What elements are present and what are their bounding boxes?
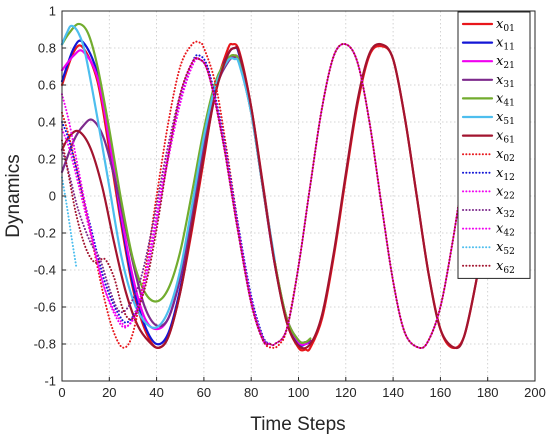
x-tick-label: 20	[102, 385, 116, 400]
x-tick-label: 160	[430, 385, 452, 400]
y-tick-label: -0.4	[34, 263, 56, 278]
legend-label-x01: x01	[496, 17, 515, 34]
series-line-x52	[61, 176, 78, 268]
x-tick-label: 100	[288, 385, 310, 400]
x-tick-label: 140	[382, 385, 404, 400]
x-tick-label: 200	[524, 385, 546, 400]
y-tick-label: -0.2	[34, 226, 56, 241]
legend-label-x21: x21	[496, 54, 515, 71]
x-tick-label: 60	[197, 385, 211, 400]
y-tick-label: 0.8	[38, 41, 56, 56]
x-tick-label: 120	[335, 385, 357, 400]
x-tick-label: 80	[244, 385, 258, 400]
y-tick-label: 1	[49, 4, 56, 19]
y-tick-label: 0.2	[38, 152, 56, 167]
x-tick-label: 0	[58, 385, 65, 400]
legend-box	[457, 11, 531, 279]
y-tick-label: 0.4	[38, 115, 56, 130]
y-tick-label: 0.6	[38, 78, 56, 93]
legend-label-x31: x31	[496, 73, 515, 90]
y-tick-label: -0.8	[34, 337, 56, 352]
legend-label-x11: x11	[496, 36, 515, 53]
series-line-x61	[60, 42, 489, 350]
series-line-x51	[60, 24, 276, 330]
legend-label-x12: x12	[496, 166, 515, 183]
legend-label-x41: x41	[496, 91, 515, 108]
y-tick-label: -0.6	[34, 300, 56, 315]
legend-label-x62: x62	[496, 259, 515, 276]
legend-label-x61: x61	[496, 129, 515, 146]
series-layer	[60, 22, 489, 352]
y-tick-label: 0	[49, 189, 56, 204]
series-line-x42	[61, 42, 466, 350]
tick-labels: 0 20 40 60 80 100 120 140 160 180 200 -1 -0.8 -0.6 -0.…	[34, 4, 546, 401]
legend-label-x32: x32	[496, 203, 515, 220]
legend-label-x02: x02	[496, 147, 515, 164]
legend-label-x51: x51	[496, 110, 515, 127]
x-tick-label: 40	[149, 385, 163, 400]
x-axis-label: Time Steps	[250, 414, 345, 435]
series-line-x62	[61, 42, 466, 350]
legend-label-x22: x22	[496, 184, 515, 201]
legend-label-x42: x42	[496, 222, 515, 239]
y-axis-label: Dynamics	[3, 154, 24, 237]
x-tick-label: 180	[477, 385, 499, 400]
legend-label-x52: x52	[496, 240, 515, 257]
y-tick-label: -1	[44, 374, 56, 389]
